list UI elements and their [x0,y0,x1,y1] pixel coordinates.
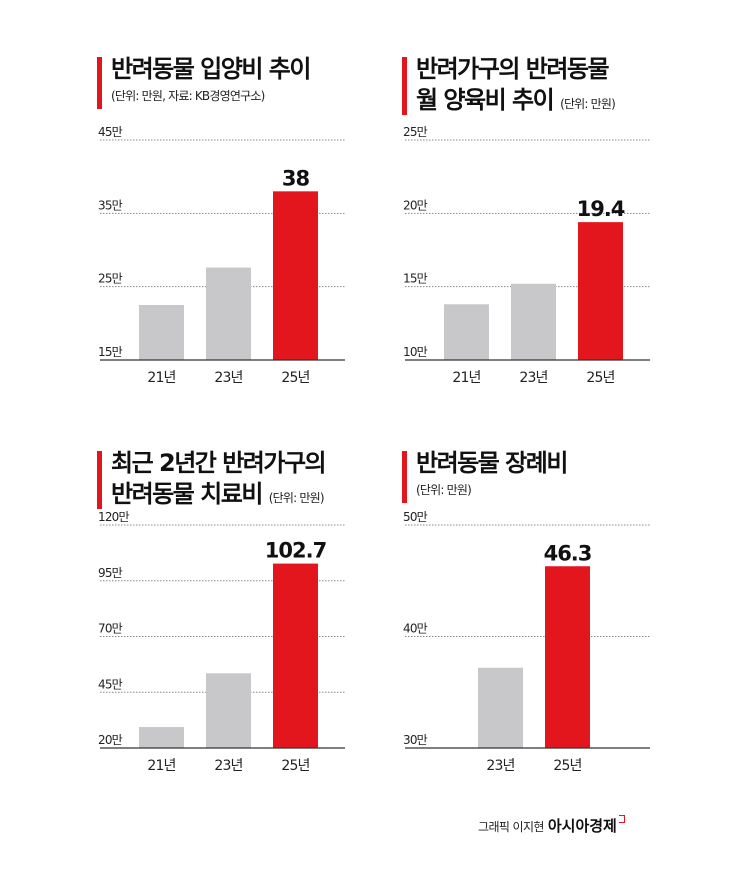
chart1-title: 반려동물 입양비 추이 [111,55,311,83]
bar-21년 [139,727,184,748]
y-tick-label: 40만 [403,622,428,636]
chart4-title: 반려동물 장례비 [416,449,568,477]
bar-21년 [139,305,184,360]
x-tick-label: 23년 [486,758,514,774]
y-tick-label: 45만 [98,677,123,691]
chart1-subtitle: (단위: 만원, 자료: KB경영연구소) [111,89,265,103]
y-tick-label: 95만 [98,566,123,580]
bar-25년 [273,191,318,360]
y-tick-label: 120만 [98,510,130,524]
y-tick-label: 25만 [403,125,428,139]
bar-25년 [273,563,318,748]
chart2-unit: (단위: 만원) [560,97,616,111]
chart2-title-line2: 월 양육비 추이 [416,86,555,114]
chart2-title-line1: 반려가구의 반려동물 [416,55,610,83]
title-accent-bar [402,451,407,503]
x-tick-label: 25년 [281,758,309,774]
y-tick-label: 20만 [98,733,123,747]
title-accent-bar [402,57,407,115]
brand-mark-icon [618,815,625,823]
y-tick-label: 35만 [98,198,123,212]
data-label: 19.4 [577,197,625,221]
x-tick-label: 21년 [147,758,175,774]
bar-25년 [578,222,623,360]
data-label: 46.3 [544,541,592,565]
y-tick-label: 15만 [403,272,428,286]
credit-label: 그래픽 이지현 [478,820,544,834]
title-accent-bar [97,57,102,109]
y-tick-label: 45만 [98,125,123,139]
x-tick-label: 25년 [281,370,309,386]
y-tick-label: 10만 [403,345,428,359]
x-tick-label: 23년 [519,370,547,386]
chart3-title-line1: 최근 2년간 반려가구의 [111,449,327,477]
data-label: 38 [282,166,310,190]
chart3-title-block: 최근 2년간 반려가구의 반려동물 치료비 (단위: 만원) [97,448,327,514]
x-tick-label: 25년 [553,758,581,774]
x-tick-label: 21년 [147,370,175,386]
x-tick-label: 23년 [214,758,242,774]
y-tick-label: 30만 [403,733,428,747]
chart4-subtitle: (단위: 만원) [416,483,472,497]
y-tick-label: 25만 [98,272,123,286]
chart1-title-block: 반려동물 입양비 추이 (단위: 만원, 자료: KB경영연구소) [97,54,311,109]
bar-23년 [511,283,556,360]
chart2-title-block: 반려가구의 반려동물 월 양육비 추이 (단위: 만원) [402,54,616,120]
title-accent-bar [97,451,102,509]
bar-25년 [545,566,590,748]
x-tick-label: 25년 [586,370,614,386]
x-tick-label: 23년 [214,370,242,386]
y-tick-label: 15만 [98,345,123,359]
chart3-title-line2: 반려동물 치료비 [111,480,263,508]
bar-21년 [444,304,489,360]
y-tick-label: 70만 [98,622,123,636]
x-tick-label: 21년 [452,370,480,386]
chart4-title-block: 반려동물 장례비 (단위: 만원) [402,448,568,503]
y-tick-label: 20만 [403,198,428,212]
bar-23년 [206,673,251,748]
bar-23년 [206,267,251,360]
data-label: 102.7 [265,539,326,563]
bar-23년 [478,667,523,748]
credit: 그래픽 이지현 아시아경제 [478,815,625,836]
chart3-unit: (단위: 만원) [268,491,325,505]
brand-logo: 아시아경제 [547,817,617,835]
y-tick-label: 50만 [403,510,428,524]
